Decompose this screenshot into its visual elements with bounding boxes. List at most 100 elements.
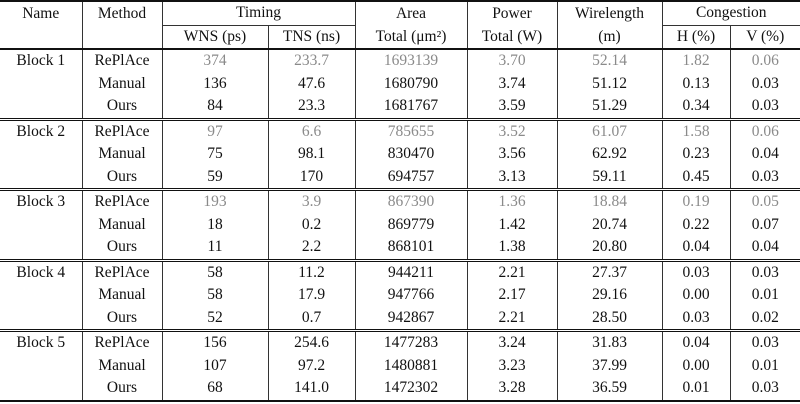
value-cell: 1681767 xyxy=(355,95,468,119)
value-cell: 156 xyxy=(162,329,269,355)
header-cell xyxy=(0,25,83,50)
value-cell: 29.16 xyxy=(557,284,663,307)
value-cell: 1.38 xyxy=(467,236,558,260)
subheader-cell: V (%) xyxy=(730,25,800,50)
value-cell: 0.06 xyxy=(730,117,800,143)
block-name xyxy=(0,306,83,331)
value-cell: 694757 xyxy=(355,165,468,190)
subheader-cell: Total (W) xyxy=(467,25,558,50)
block-name xyxy=(0,284,83,307)
value-cell: 0.03 xyxy=(662,258,731,284)
value-cell: 0.04 xyxy=(751,145,779,163)
value-cell: 0.04 xyxy=(662,329,731,355)
header-cell: Method xyxy=(82,0,163,25)
value-cell: 2.2 xyxy=(268,236,356,260)
value-cell: 0.00 xyxy=(662,354,731,377)
value-cell: 1.36 xyxy=(467,188,558,214)
block-name xyxy=(0,95,83,119)
value-cell: 0.02 xyxy=(751,308,779,326)
value-cell: 18 xyxy=(162,213,269,236)
value-cell: 1.82 xyxy=(662,49,731,73)
value-cell: 52.14 xyxy=(557,49,663,73)
table-row: Manual 107 97.2 1480881 3.23 37.99 0.00 0.01 xyxy=(0,354,800,377)
value-cell: 3.70 xyxy=(467,49,558,73)
value-cell: 170 xyxy=(268,165,356,190)
subheader-cell: H (%) xyxy=(662,25,731,50)
value-cell: 3.13 xyxy=(467,165,558,190)
header-cell: Area xyxy=(355,0,468,25)
table-row: Block 4 RePlAce 58 11.2 944211 2.21 27.37 0.03 0… xyxy=(0,258,800,284)
method: Manual xyxy=(82,213,163,236)
value-cell: 36.59 xyxy=(557,377,663,402)
value-cell: 1472302 xyxy=(355,377,468,402)
value-cell: 75 xyxy=(162,143,269,166)
method: Manual xyxy=(82,354,163,377)
header-cell xyxy=(82,25,163,50)
value-cell: 107 xyxy=(162,354,269,377)
value-cell: 84 xyxy=(162,95,269,119)
value-cell: 3.24 xyxy=(467,329,558,355)
value-cell: 0.34 xyxy=(662,95,731,119)
value-cell: 98.1 xyxy=(268,143,356,166)
table-row: Manual 18 0.2 869779 1.42 20.74 0.22 0.07 xyxy=(0,213,800,236)
block-name: Block 2 xyxy=(0,117,83,143)
value-cell: 0.03 xyxy=(751,97,779,115)
value-cell: 0.07 xyxy=(751,215,779,233)
value-cell: 947766 xyxy=(355,284,468,307)
subheader-cell: WNS (ps) xyxy=(162,25,269,50)
value-cell: 1693139 xyxy=(355,49,468,73)
block-name xyxy=(0,72,83,95)
value-cell: 0.03 xyxy=(662,306,731,331)
method: Ours xyxy=(82,236,163,260)
value-cell: 0.19 xyxy=(662,188,731,214)
table-row: Manual 136 47.6 1680790 3.74 51.12 0.13 0.03 xyxy=(0,72,800,95)
value-cell: 3.59 xyxy=(467,95,558,119)
table-row: Ours 84 23.3 1681767 3.59 51.29 0.34 0.03 xyxy=(0,95,800,119)
block-name xyxy=(0,213,83,236)
value-cell: 61.07 xyxy=(557,117,663,143)
block-name: Block 1 xyxy=(0,49,83,73)
value-cell: 3.9 xyxy=(268,188,356,214)
method: Ours xyxy=(82,306,163,331)
value-cell: 20.74 xyxy=(557,213,663,236)
value-cell: 141.0 xyxy=(268,377,356,402)
table-body: Block 1 RePlAce 374 233.7 1693139 3.70 52.14 1.… xyxy=(0,49,800,402)
header-cell: Name xyxy=(0,0,83,25)
value-cell: 1.58 xyxy=(662,117,731,143)
value-cell: 23.3 xyxy=(268,95,356,119)
block-name xyxy=(0,165,83,190)
value-cell: 51.12 xyxy=(557,72,663,95)
method: Ours xyxy=(82,165,163,190)
header-cell: Power xyxy=(467,0,558,25)
method: RePlAce xyxy=(82,188,163,214)
value-cell: 233.7 xyxy=(268,49,356,73)
value-cell: 2.17 xyxy=(467,284,558,307)
block-name: Block 5 xyxy=(0,329,83,355)
value-cell: 62.92 xyxy=(557,143,663,166)
subheader-cell: (m) xyxy=(557,25,663,50)
subheader-cell: TNS (ns) xyxy=(268,25,356,50)
value-cell: 31.83 xyxy=(557,329,663,355)
table-row: Ours 11 2.2 868101 1.38 20.80 0.04 0.04 xyxy=(0,236,800,260)
method: RePlAce xyxy=(82,329,163,355)
value-cell: 3.23 xyxy=(467,354,558,377)
value-cell: 0.23 xyxy=(662,143,731,166)
method: Ours xyxy=(82,377,163,402)
value-cell: 68 xyxy=(162,377,269,402)
value-cell: 97.2 xyxy=(268,354,356,377)
table-row: Manual 58 17.9 947766 2.17 29.16 0.00 0.01 xyxy=(0,284,800,307)
table-row: Block 1 RePlAce 374 233.7 1693139 3.70 52.14 1.… xyxy=(0,49,800,73)
method: Manual xyxy=(82,143,163,166)
value-cell: 0.04 xyxy=(751,238,779,256)
value-cell: 0.05 xyxy=(730,188,800,214)
value-cell: 11 xyxy=(162,236,269,260)
value-cell: 27.37 xyxy=(557,258,663,284)
value-cell: 944211 xyxy=(355,258,468,284)
table-row: Manual 75 98.1 830470 3.56 62.92 0.23 0.04 xyxy=(0,143,800,166)
value-cell: 867390 xyxy=(355,188,468,214)
block-name xyxy=(0,354,83,377)
header-cell: Wirelength xyxy=(557,0,663,25)
value-cell: 0.03 xyxy=(730,258,800,284)
value-cell: 20.80 xyxy=(557,236,663,260)
